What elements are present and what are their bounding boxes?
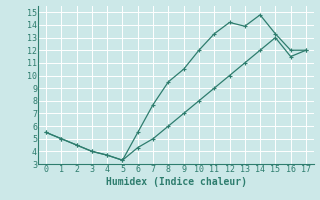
X-axis label: Humidex (Indice chaleur): Humidex (Indice chaleur): [106, 177, 246, 187]
